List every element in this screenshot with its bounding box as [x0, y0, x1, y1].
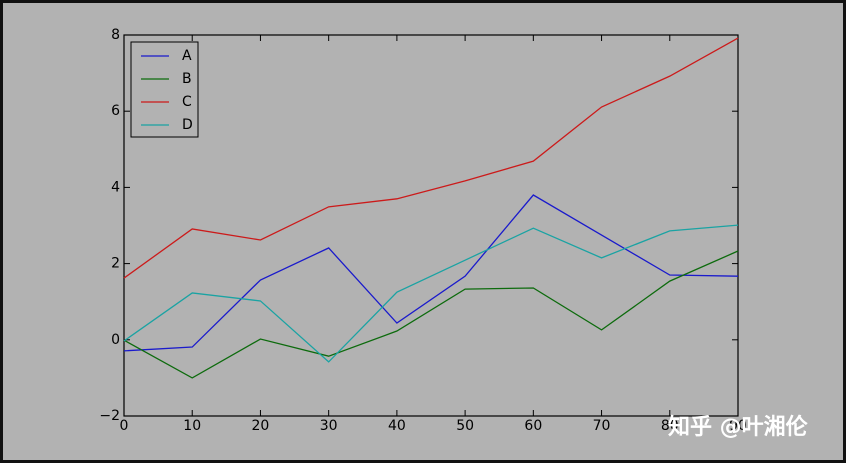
- y-tick-label: 6: [111, 103, 120, 119]
- y-tick-label: 0: [111, 332, 120, 348]
- line: [123, 250, 739, 379]
- x-tick-label: 0: [120, 418, 129, 434]
- y-tick-label: 2: [111, 256, 120, 272]
- x-tick-label: 60: [524, 418, 542, 434]
- legend-label: C: [182, 94, 192, 110]
- x-tick-label: 50: [456, 418, 474, 434]
- line: [123, 194, 739, 352]
- legend-label: A: [182, 48, 192, 64]
- x-tick-label: 70: [593, 418, 611, 434]
- legend-box: [130, 41, 199, 138]
- x-tick-label: 40: [388, 418, 406, 434]
- legend-label: B: [182, 71, 192, 87]
- y-tick-label: 4: [111, 179, 120, 195]
- line: [123, 37, 739, 279]
- x-tick-label: 80: [661, 418, 679, 434]
- x-tick-label: 10: [183, 418, 201, 434]
- legend-label: D: [182, 117, 193, 133]
- y-tick-label: −2: [99, 408, 120, 424]
- x-tick-label: 30: [320, 418, 338, 434]
- x-tick-label: 90: [729, 418, 747, 434]
- line: [123, 224, 739, 363]
- watermark: 知乎 @叶湘伦: [668, 414, 809, 440]
- x-tick-label: 20: [252, 418, 270, 434]
- y-tick-label: 8: [111, 27, 120, 43]
